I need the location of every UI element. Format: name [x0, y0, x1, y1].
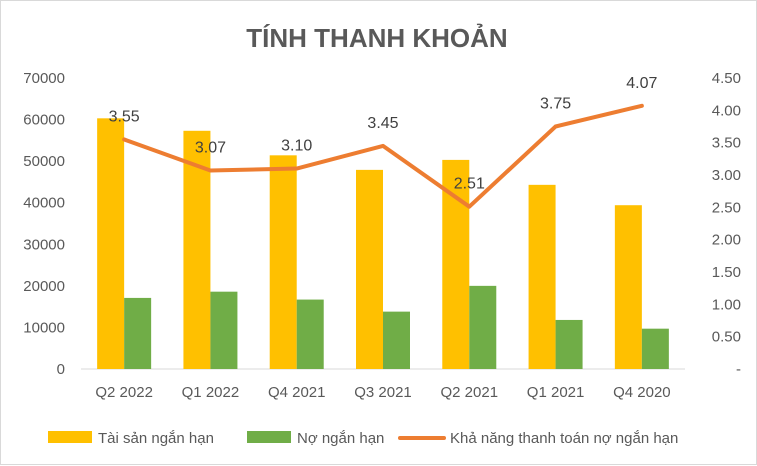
- line-data-label: 3.75: [540, 96, 571, 113]
- bar-tai-san-ngan-han: [356, 169, 383, 369]
- legend: Tài sản ngắn hạn Nợ ngắn hạn Khả năng than…: [48, 430, 678, 447]
- legend-label: Tài sản ngắn hạn: [98, 430, 214, 447]
- category-label: Q2 2021: [441, 384, 499, 401]
- right-axis-tick-label: 4.00: [712, 102, 741, 119]
- bar-no-ngan-han: [555, 319, 583, 369]
- legend-swatch: [247, 431, 291, 443]
- right-axis-tick-label: 2.00: [712, 232, 741, 249]
- legend-swatch: [48, 431, 92, 443]
- line-series: [122, 103, 644, 209]
- line-data-label: 2.51: [454, 176, 485, 193]
- line-data-label: 3.07: [195, 139, 226, 156]
- bar-tai-san-ngan-han: [97, 118, 125, 370]
- bar-no-ngan-han: [124, 297, 152, 369]
- left-axis-tick-label: 30000: [23, 236, 65, 253]
- legend-label: Khả năng thanh toán nợ ngắn hạn: [450, 430, 678, 447]
- right-axis-tick-label: 3.50: [712, 135, 741, 152]
- category-label: Q4 2021: [268, 384, 326, 401]
- left-axis-tick-label: 60000: [23, 112, 65, 129]
- left-axis-tick-label: 10000: [23, 319, 65, 336]
- left-axis-tick-label: 20000: [23, 278, 65, 295]
- right-axis-tick-label: 4.50: [712, 70, 741, 87]
- left-axis-tick-label: 70000: [23, 70, 65, 87]
- bar-no-ngan-han: [641, 328, 669, 369]
- bar-tai-san-ngan-han: [269, 155, 297, 369]
- line-data-label: 4.07: [626, 75, 657, 92]
- right-axis-tick-label: 1.00: [712, 296, 741, 313]
- right-axis-ticks: - 0.50 1.00 1.50 2.00 2.50 3.00 3.50 4.00 4.50: [712, 70, 741, 378]
- line-data-label: 3.10: [281, 138, 312, 155]
- bar-no-ngan-han: [296, 299, 324, 369]
- bar-tai-san-ngan-han: [614, 205, 642, 369]
- right-axis-tick-label: 2.50: [712, 199, 741, 216]
- right-axis-tick-label: 0.50: [712, 329, 741, 346]
- legend-label: Nợ ngắn hạn: [297, 430, 384, 447]
- bar-marks: [97, 118, 669, 370]
- liquidity-ratio-line: [122, 103, 644, 209]
- left-axis-tick-label: 50000: [23, 153, 65, 170]
- left-axis-tick-label: 40000: [23, 195, 65, 212]
- bar-no-ngan-han: [383, 311, 410, 369]
- category-label: Q3 2021: [354, 384, 412, 401]
- right-axis-tick-label: 1.50: [712, 264, 741, 281]
- bar-no-ngan-han: [210, 291, 238, 369]
- left-axis-ticks: 0 10000 20000 30000 40000 50000 60000 70000: [23, 70, 65, 378]
- right-axis-tick-label: 3.00: [712, 167, 741, 184]
- left-axis-tick-label: 0: [57, 361, 65, 378]
- line-data-label: 3.45: [367, 115, 398, 132]
- chart-title: TÍNH THANH KHOẢN: [246, 23, 507, 53]
- category-axis-labels: Q2 2022 Q1 2022 Q4 2021 Q3 2021 Q2 2021 Q1 20…: [95, 384, 670, 401]
- category-label: Q2 2022: [95, 384, 153, 401]
- line-data-label: 3.55: [109, 108, 140, 125]
- category-label: Q1 2021: [527, 384, 585, 401]
- line-data-labels: 3.55 3.07 3.10 3.45 2.51 3.75 4.07: [109, 75, 658, 193]
- bar-no-ngan-han: [469, 285, 497, 369]
- right-axis-tick-label: -: [736, 361, 741, 378]
- category-label: Q1 2022: [182, 384, 240, 401]
- category-label: Q4 2020: [613, 384, 671, 401]
- bar-tai-san-ngan-han: [528, 184, 556, 369]
